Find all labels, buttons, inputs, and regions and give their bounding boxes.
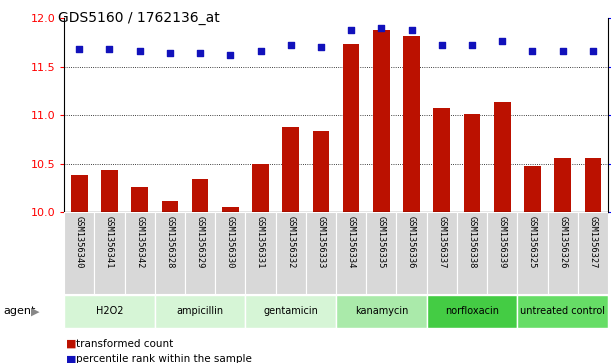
Text: GSM1356328: GSM1356328 [166,216,174,268]
Point [376,25,386,31]
Bar [64,212,94,294]
Point [255,48,265,54]
Point [196,50,205,56]
Point [165,50,175,56]
Bar [397,212,426,294]
Text: GSM1356341: GSM1356341 [105,216,114,268]
Text: GSM1356340: GSM1356340 [75,216,84,268]
Point [135,48,145,54]
Text: ampicillin: ampicillin [177,306,224,316]
Text: GSM1356327: GSM1356327 [588,216,598,268]
Text: GSM1356331: GSM1356331 [256,216,265,268]
Bar [252,164,269,212]
Point [437,42,447,48]
Text: untreated control: untreated control [520,306,605,316]
Text: GSM1356330: GSM1356330 [226,216,235,268]
Text: H2O2: H2O2 [96,306,123,316]
Text: GSM1356337: GSM1356337 [437,216,446,268]
Point [527,48,537,54]
Bar [131,187,148,212]
Bar [246,295,336,328]
Point [407,27,417,33]
Point [286,42,296,48]
Bar [578,212,608,294]
Bar [276,212,306,294]
Bar [494,102,511,212]
Bar [215,212,246,294]
Bar [457,212,487,294]
Bar [155,295,246,328]
Text: agent: agent [3,306,35,316]
Bar [426,295,518,328]
Point [558,48,568,54]
Bar [161,201,178,212]
Bar [547,212,578,294]
Text: GDS5160 / 1762136_at: GDS5160 / 1762136_at [58,11,220,25]
Bar [94,212,125,294]
Bar [487,212,518,294]
Bar [373,30,390,212]
Point [75,46,84,52]
Point [104,46,114,52]
Bar [366,212,397,294]
Bar [64,295,155,328]
Text: GSM1356325: GSM1356325 [528,216,537,268]
Bar [155,212,185,294]
Text: kanamycin: kanamycin [354,306,408,316]
Bar [185,212,215,294]
Point [588,48,598,54]
Text: GSM1356342: GSM1356342 [135,216,144,268]
Text: GSM1356336: GSM1356336 [407,216,416,268]
Bar [192,179,208,212]
Text: transformed count: transformed count [76,339,174,349]
Bar [336,295,426,328]
Text: norfloxacin: norfloxacin [445,306,499,316]
Text: GSM1356326: GSM1356326 [558,216,567,268]
Text: ■: ■ [66,354,76,363]
Point [346,27,356,33]
Bar [518,212,547,294]
Text: ▶: ▶ [31,306,40,316]
Bar [246,212,276,294]
Text: GSM1356329: GSM1356329 [196,216,205,268]
Bar [313,131,329,212]
Text: GSM1356332: GSM1356332 [286,216,295,268]
Bar [524,166,541,212]
Bar [554,158,571,212]
Text: ■: ■ [66,339,76,349]
Text: GSM1356339: GSM1356339 [498,216,507,268]
Bar [518,295,608,328]
Text: gentamicin: gentamicin [263,306,318,316]
Text: GSM1356333: GSM1356333 [316,216,326,268]
Bar [585,158,601,212]
Point [497,38,507,44]
Point [316,44,326,50]
Bar [71,175,87,212]
Bar [426,212,457,294]
Bar [403,36,420,212]
Bar [336,212,366,294]
Text: percentile rank within the sample: percentile rank within the sample [76,354,252,363]
Bar [464,114,480,212]
Bar [101,170,118,212]
Point [467,42,477,48]
Bar [343,44,359,212]
Text: GSM1356335: GSM1356335 [377,216,386,268]
Bar [433,109,450,212]
Bar [282,127,299,212]
Bar [306,212,336,294]
Text: GSM1356334: GSM1356334 [346,216,356,268]
Point [225,52,235,58]
Text: GSM1356338: GSM1356338 [467,216,477,268]
Bar [125,212,155,294]
Bar [222,207,239,212]
